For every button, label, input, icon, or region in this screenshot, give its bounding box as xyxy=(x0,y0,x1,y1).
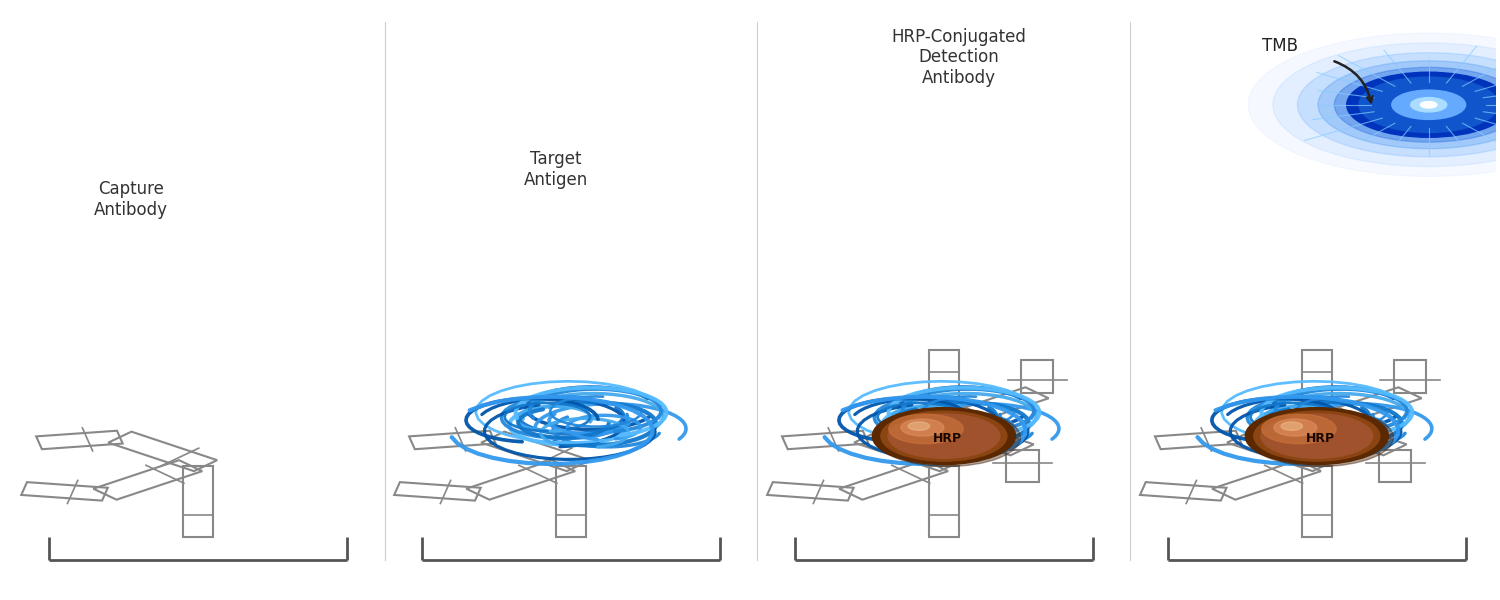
Text: HRP: HRP xyxy=(1306,433,1335,445)
Circle shape xyxy=(1335,67,1500,142)
Circle shape xyxy=(873,407,1016,464)
Circle shape xyxy=(1347,72,1500,137)
Circle shape xyxy=(888,414,1001,458)
Circle shape xyxy=(1274,43,1500,167)
Circle shape xyxy=(1262,414,1336,444)
Text: TMB: TMB xyxy=(1262,37,1298,55)
Circle shape xyxy=(890,414,963,444)
Circle shape xyxy=(902,419,944,436)
Text: HRP: HRP xyxy=(933,433,962,445)
Circle shape xyxy=(1298,53,1500,157)
Circle shape xyxy=(908,422,930,430)
Circle shape xyxy=(1274,419,1317,436)
Circle shape xyxy=(1392,90,1466,119)
Circle shape xyxy=(1281,422,1302,430)
Circle shape xyxy=(874,409,1020,466)
Circle shape xyxy=(1248,33,1500,176)
Circle shape xyxy=(1254,411,1380,461)
Circle shape xyxy=(1410,98,1448,112)
Circle shape xyxy=(880,411,1007,461)
Circle shape xyxy=(1420,101,1437,108)
Text: Capture
Antibody: Capture Antibody xyxy=(94,180,168,219)
Circle shape xyxy=(1245,407,1389,464)
Text: Target
Antigen: Target Antigen xyxy=(524,151,588,189)
Circle shape xyxy=(1318,61,1500,149)
Circle shape xyxy=(1359,77,1498,133)
Text: HRP-Conjugated
Detection
Antibody: HRP-Conjugated Detection Antibody xyxy=(891,28,1026,87)
Circle shape xyxy=(1248,409,1394,466)
Circle shape xyxy=(1262,414,1372,458)
